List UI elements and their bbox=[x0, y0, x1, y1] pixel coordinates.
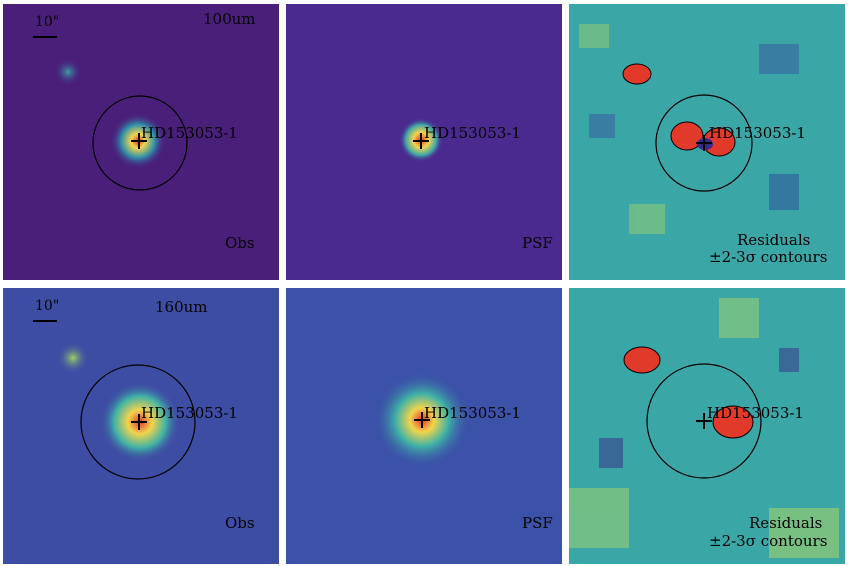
contour-label: ±2-3σ contours bbox=[709, 248, 828, 266]
obs-100um-image bbox=[3, 4, 279, 280]
scale-bar: 10" bbox=[31, 298, 91, 328]
scale-bar-label: 10" bbox=[35, 14, 60, 30]
scale-bar-label: 10" bbox=[35, 298, 60, 314]
band-label: 160um bbox=[155, 298, 208, 316]
obs-label: Obs bbox=[225, 234, 255, 252]
contour-label: ±2-3σ contours bbox=[709, 532, 828, 550]
scale-bar-line bbox=[33, 36, 57, 38]
psf-160um-image bbox=[286, 288, 562, 564]
panel-residual-100um: HD153053-1 Residuals ±2-3σ contours bbox=[569, 4, 845, 280]
psf-100um-image bbox=[286, 4, 562, 280]
panel-residual-160um: HD153053-1 Residuals ±2-3σ contours bbox=[569, 288, 845, 564]
source-label: HD153053-1 bbox=[424, 404, 521, 422]
residual-label: Residuals bbox=[749, 514, 823, 532]
psf-label: PSF bbox=[522, 234, 553, 252]
residual-label: Residuals bbox=[737, 231, 811, 249]
source-label: HD153053-1 bbox=[707, 404, 804, 422]
obs-label: Obs bbox=[225, 514, 255, 532]
psf-label: PSF bbox=[522, 514, 553, 532]
panel-psf-160um: HD153053-1 PSF bbox=[286, 288, 562, 564]
source-label: HD153053-1 bbox=[424, 124, 521, 142]
panel-obs-100um: 10" 100um HD153053-1 Obs bbox=[3, 4, 279, 280]
band-label: 100um bbox=[203, 10, 256, 28]
obs-160um-image bbox=[3, 288, 279, 564]
panel-obs-160um: 10" 160um HD153053-1 Obs bbox=[3, 288, 279, 564]
source-label: HD153053-1 bbox=[141, 404, 238, 422]
source-label: HD153053-1 bbox=[709, 124, 806, 142]
residual-160um-image bbox=[569, 288, 845, 564]
panel-psf-100um: HD153053-1 PSF bbox=[286, 4, 562, 280]
scale-bar: 10" bbox=[31, 14, 91, 44]
source-label: HD153053-1 bbox=[141, 124, 238, 142]
scale-bar-line bbox=[33, 320, 57, 322]
residual-100um-image bbox=[569, 4, 845, 280]
